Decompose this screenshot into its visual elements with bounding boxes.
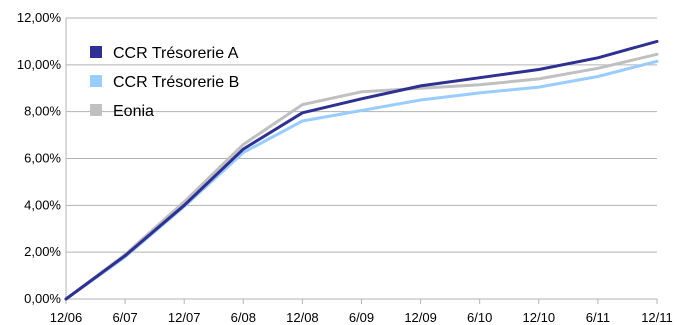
x-tick-label: 12/06 bbox=[50, 310, 83, 325]
x-tick-label: 12/10 bbox=[523, 310, 556, 325]
y-tick-label: 10,00% bbox=[17, 57, 62, 72]
x-tick-label: 6/09 bbox=[349, 310, 374, 325]
y-tick-label: 6,00% bbox=[24, 151, 61, 166]
y-tick-label: 8,00% bbox=[24, 104, 61, 119]
legend-item-series-c: Eonia bbox=[90, 103, 154, 120]
x-tick-label: 6/08 bbox=[231, 310, 256, 325]
legend-item-series-a: CCR Trésorerie A bbox=[90, 45, 239, 62]
y-tick-label: 4,00% bbox=[24, 197, 61, 212]
x-tick-label: 12/07 bbox=[168, 310, 201, 325]
legend-swatch-series-a bbox=[90, 46, 102, 58]
legend-label-series-b: CCR Trésorerie B bbox=[113, 74, 239, 91]
legend-swatch-series-b bbox=[90, 75, 102, 87]
x-tick-label: 6/10 bbox=[467, 310, 492, 325]
x-tick-label: 12/11 bbox=[641, 310, 673, 325]
legend-swatch-series-c bbox=[90, 104, 102, 116]
x-tick-label: 12/09 bbox=[404, 310, 437, 325]
series-line-b bbox=[64, 59, 659, 301]
y-tick-label: 0,00% bbox=[24, 291, 61, 306]
x-tick-label: 6/11 bbox=[586, 310, 610, 325]
legend-label-series-c: Eonia bbox=[113, 103, 154, 120]
y-tick-label: 2,00% bbox=[24, 244, 61, 259]
series-line-c bbox=[64, 52, 659, 301]
x-axis-tick-labels: 12/06 6/07 12/07 6/08 12/08 6/09 12/09 6/10 12/1… bbox=[50, 310, 673, 325]
x-tick-label: 12/08 bbox=[286, 310, 319, 325]
legend-label-series-a: CCR Trésorerie A bbox=[113, 45, 239, 62]
legend-item-series-b: CCR Trésorerie B bbox=[90, 74, 239, 91]
series-lines bbox=[64, 39, 659, 301]
series-line-a bbox=[64, 39, 659, 301]
y-axis-tick-labels: 0,00% 2,00% 4,00% 6,00% 8,00% 10,00% 12,00% bbox=[17, 10, 62, 306]
legend: CCR Trésorerie A CCR Trésorerie B Eonia bbox=[90, 45, 239, 120]
y-tick-label: 12,00% bbox=[17, 10, 62, 25]
x-tick-label: 6/07 bbox=[112, 310, 137, 325]
